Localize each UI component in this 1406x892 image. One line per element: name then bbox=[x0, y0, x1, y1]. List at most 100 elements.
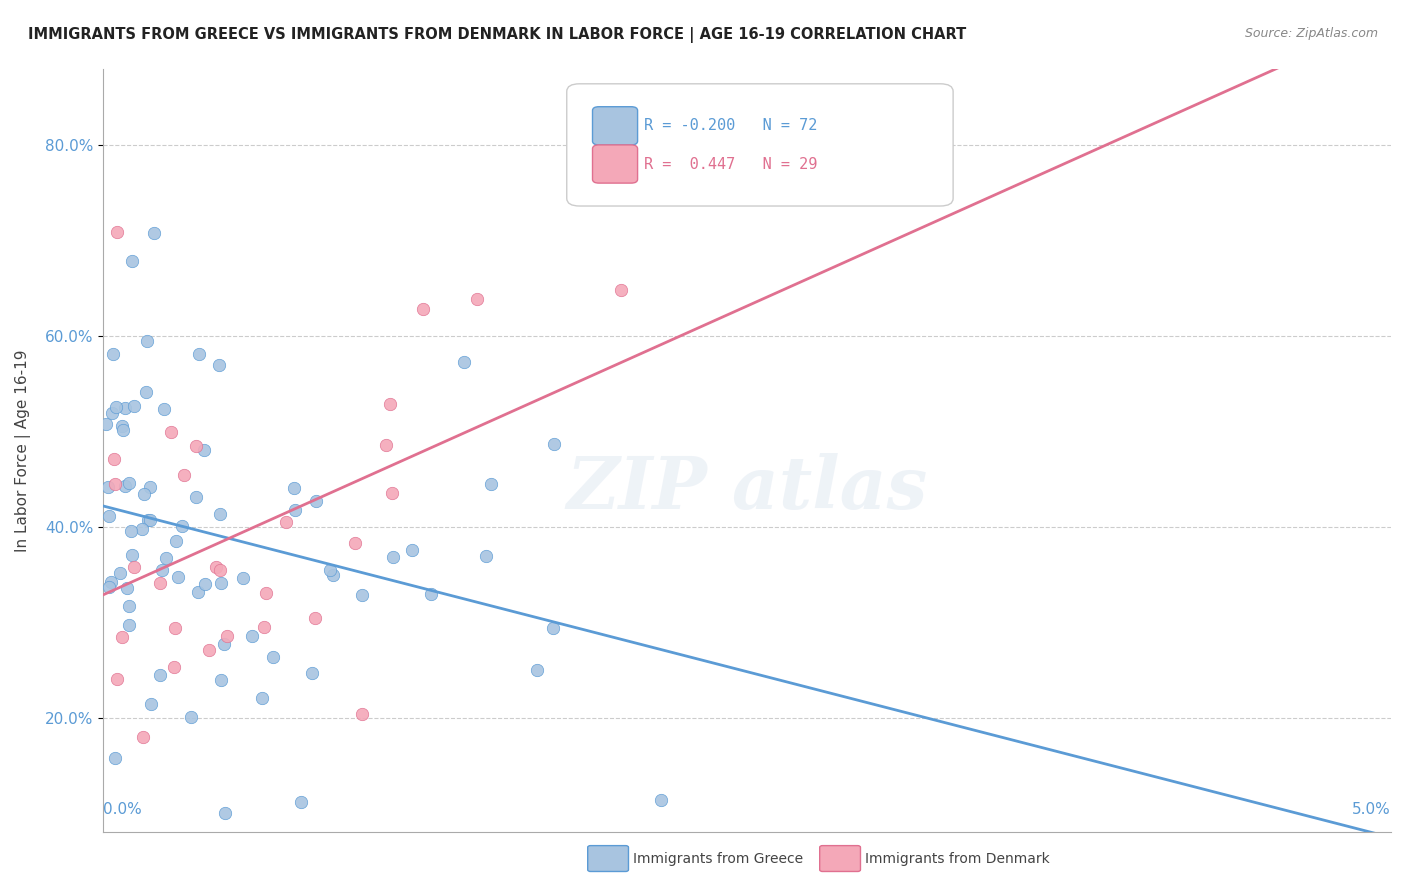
Point bbox=[232, 571, 254, 585]
Point bbox=[322, 568, 344, 582]
Point bbox=[378, 397, 401, 411]
Text: Source: ZipAtlas.com: Source: ZipAtlas.com bbox=[1244, 27, 1378, 40]
Point bbox=[105, 400, 128, 414]
Point bbox=[111, 630, 134, 644]
Point bbox=[208, 358, 231, 372]
Point bbox=[526, 663, 548, 677]
Point bbox=[650, 793, 672, 807]
Point bbox=[284, 503, 307, 517]
Text: 0.0%: 0.0% bbox=[103, 802, 142, 817]
Point bbox=[160, 425, 183, 440]
Point bbox=[118, 618, 141, 632]
Point bbox=[114, 479, 136, 493]
Point bbox=[274, 515, 297, 529]
Point bbox=[381, 486, 404, 500]
Point bbox=[105, 225, 128, 239]
Point bbox=[115, 581, 138, 595]
Point bbox=[420, 587, 443, 601]
Point bbox=[104, 751, 127, 765]
Point bbox=[122, 399, 145, 413]
Point bbox=[142, 226, 165, 240]
Point bbox=[105, 673, 128, 687]
Text: 5.0%: 5.0% bbox=[1353, 802, 1391, 817]
FancyBboxPatch shape bbox=[592, 145, 637, 183]
Point bbox=[94, 417, 117, 431]
FancyBboxPatch shape bbox=[567, 84, 953, 206]
Point bbox=[118, 599, 141, 613]
Point bbox=[132, 730, 155, 744]
Point bbox=[475, 549, 498, 563]
Text: Immigrants from Denmark: Immigrants from Denmark bbox=[865, 852, 1049, 866]
Point bbox=[344, 536, 367, 550]
Point bbox=[111, 423, 134, 437]
Point bbox=[136, 334, 159, 348]
Y-axis label: In Labor Force | Age 16-19: In Labor Force | Age 16-19 bbox=[15, 349, 31, 552]
Point bbox=[543, 437, 565, 451]
Point bbox=[209, 575, 232, 590]
Point bbox=[541, 621, 564, 635]
Point bbox=[250, 691, 273, 706]
Point bbox=[283, 481, 305, 495]
Point bbox=[290, 795, 312, 809]
Point bbox=[214, 806, 236, 821]
Point bbox=[131, 522, 153, 536]
Text: IMMIGRANTS FROM GREECE VS IMMIGRANTS FROM DENMARK IN LABOR FORCE | AGE 16-19 COR: IMMIGRANTS FROM GREECE VS IMMIGRANTS FRO… bbox=[28, 27, 966, 43]
Point bbox=[149, 668, 172, 682]
Point bbox=[305, 493, 328, 508]
Point bbox=[193, 443, 215, 458]
Point bbox=[163, 660, 186, 674]
Point bbox=[197, 643, 219, 657]
Point bbox=[479, 476, 502, 491]
Point bbox=[240, 629, 263, 643]
Point bbox=[120, 524, 142, 538]
Point bbox=[301, 666, 323, 681]
Point bbox=[97, 480, 120, 494]
Point bbox=[132, 486, 155, 500]
Text: R = -0.200   N = 72: R = -0.200 N = 72 bbox=[644, 119, 817, 133]
Point bbox=[155, 551, 177, 566]
Point bbox=[209, 507, 232, 521]
Point bbox=[98, 580, 121, 594]
Point bbox=[104, 476, 127, 491]
Point bbox=[165, 533, 187, 548]
Point bbox=[254, 585, 277, 599]
Point bbox=[350, 706, 373, 721]
Point bbox=[100, 575, 122, 590]
Point bbox=[150, 563, 173, 577]
Point bbox=[211, 673, 233, 687]
Text: Immigrants from Greece: Immigrants from Greece bbox=[633, 852, 803, 866]
Point bbox=[352, 588, 374, 602]
Point bbox=[382, 549, 405, 564]
Text: R =  0.447   N = 29: R = 0.447 N = 29 bbox=[644, 156, 817, 171]
Point bbox=[108, 566, 131, 581]
Point bbox=[187, 584, 209, 599]
Point bbox=[186, 439, 208, 453]
Point bbox=[453, 355, 475, 369]
Point bbox=[205, 559, 228, 574]
Point bbox=[122, 559, 145, 574]
Point bbox=[184, 490, 207, 504]
Point bbox=[166, 569, 188, 583]
Point bbox=[98, 509, 121, 524]
Point bbox=[194, 576, 217, 591]
Point bbox=[103, 452, 125, 467]
Point bbox=[100, 406, 122, 420]
FancyBboxPatch shape bbox=[592, 107, 637, 145]
Point bbox=[111, 419, 134, 434]
Point bbox=[121, 548, 143, 562]
Point bbox=[252, 620, 274, 634]
Point bbox=[136, 513, 159, 527]
Point bbox=[375, 438, 398, 452]
Point bbox=[208, 563, 231, 577]
Point bbox=[149, 576, 172, 591]
Text: ZIP atlas: ZIP atlas bbox=[567, 453, 928, 524]
Point bbox=[217, 629, 239, 643]
Point bbox=[152, 401, 174, 416]
Point bbox=[304, 610, 326, 624]
Point bbox=[180, 710, 202, 724]
Point bbox=[118, 476, 141, 491]
Point bbox=[139, 512, 162, 526]
Point bbox=[121, 254, 143, 268]
Point bbox=[170, 519, 193, 533]
Point bbox=[212, 637, 235, 651]
